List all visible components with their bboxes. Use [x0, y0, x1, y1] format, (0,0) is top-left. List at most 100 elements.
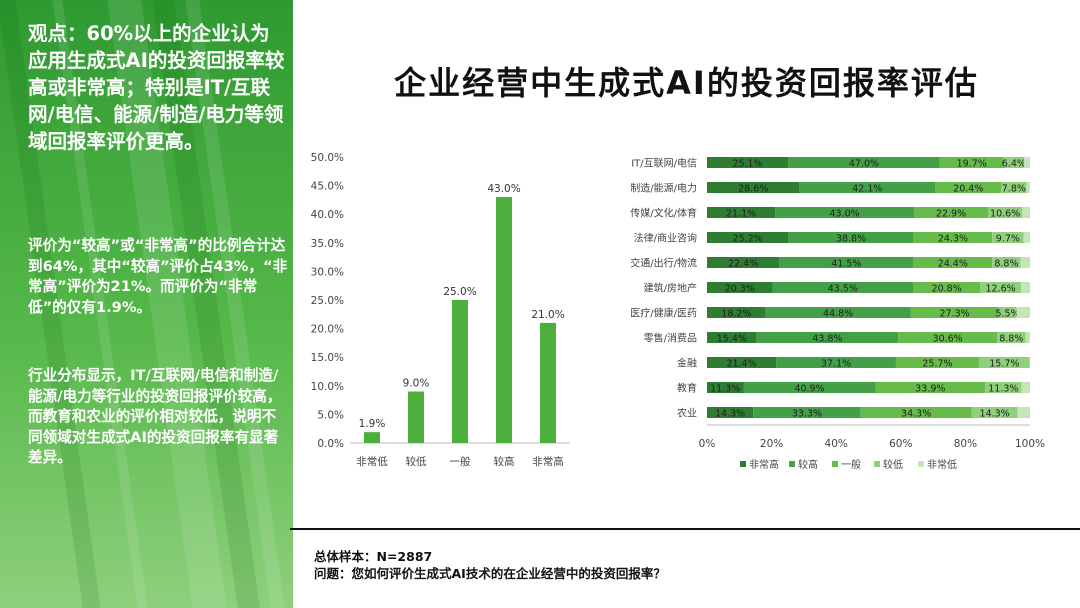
- stacked-segment: [743, 382, 876, 393]
- segment-value-label: 34.3%: [901, 409, 931, 420]
- stacked-segment: [992, 257, 1021, 268]
- stacked-segment: [998, 307, 1017, 318]
- segment-value-label: 9.7%: [996, 234, 1020, 245]
- segment-value-label: 24.4%: [938, 259, 968, 270]
- segment-value-label: 33.3%: [792, 409, 822, 420]
- survey-question-note: 问题：您如何评价生成式AI技术的在企业经营中的投资回报率？: [314, 566, 666, 581]
- segment-value-label: 38.8%: [836, 234, 866, 245]
- stacked-segment: [1022, 207, 1030, 218]
- stacked-segment: [707, 257, 780, 268]
- y-tick-label: 15.0%: [311, 352, 344, 364]
- stacked-segment: [707, 357, 777, 368]
- y-tick-label: 0.0%: [317, 438, 344, 450]
- legend-label: 非常高: [749, 458, 779, 471]
- y-tick-label: 10.0%: [311, 381, 344, 393]
- bar: [496, 197, 512, 443]
- stacked-segment: [1025, 332, 1030, 343]
- bar: [408, 391, 424, 443]
- x-tick-label: 0%: [699, 438, 716, 450]
- stacked-segment: [779, 257, 914, 268]
- segment-value-label: 47.0%: [849, 159, 879, 170]
- stacked-segment: [707, 157, 789, 168]
- y-tick-label: 35.0%: [311, 238, 344, 250]
- segment-value-label: 25.7%: [922, 359, 952, 370]
- y-tick-label: 5.0%: [317, 409, 344, 421]
- stacked-segment: [765, 307, 911, 318]
- segment-value-label: 21.1%: [726, 209, 756, 220]
- x-tick-label: 较低: [406, 455, 427, 468]
- segment-value-label: 11.3%: [988, 384, 1018, 395]
- y-tick-label: 30.0%: [311, 266, 344, 278]
- segment-value-label: 40.9%: [794, 384, 824, 395]
- stacked-segment: [772, 282, 914, 293]
- stacked-segment: [753, 407, 861, 418]
- y-tick-label: 交通/出行/物流: [630, 257, 697, 270]
- legend-swatch: [832, 461, 838, 467]
- y-tick-label: 农业: [677, 407, 697, 420]
- legend-swatch: [740, 461, 746, 467]
- bar-value-label: 9.0%: [403, 378, 430, 390]
- stacked-segment: [707, 332, 757, 343]
- segment-value-label: 33.9%: [915, 384, 945, 395]
- stacked-segment: [914, 207, 989, 218]
- y-tick-label: 金融: [677, 357, 697, 370]
- y-tick-label: 法律/商业咨询: [634, 232, 697, 245]
- y-tick-label: 40.0%: [311, 209, 344, 221]
- stacked-segment: [939, 157, 1004, 168]
- y-tick-label: 零售/消费品: [644, 332, 697, 345]
- stacked-segment: [992, 232, 1024, 243]
- segment-value-label: 43.0%: [830, 209, 860, 220]
- stacked-segment: [913, 232, 993, 243]
- bar: [540, 322, 556, 443]
- segment-value-label: 6.4%: [1002, 159, 1026, 170]
- bar-value-label: 25.0%: [443, 286, 476, 298]
- stacked-segment: [707, 307, 766, 318]
- segment-value-label: 22.9%: [936, 209, 966, 220]
- y-tick-label: 20.0%: [311, 324, 344, 336]
- segment-value-label: 27.3%: [939, 309, 969, 320]
- bar: [452, 300, 468, 443]
- segment-value-label: 20.8%: [932, 284, 962, 295]
- x-tick-label: 100%: [1015, 438, 1045, 450]
- segment-value-label: 24.3%: [938, 234, 968, 245]
- y-tick-label: 传媒/文化/体育: [630, 207, 697, 220]
- y-tick-label: 50.0%: [311, 152, 344, 164]
- segment-value-label: 41.5%: [831, 259, 861, 270]
- x-tick-label: 40%: [825, 438, 848, 450]
- y-tick-label: 建筑/房地产: [644, 282, 697, 295]
- stacked-segment: [1023, 232, 1030, 243]
- y-tick-label: 45.0%: [311, 181, 344, 193]
- segment-value-label: 7.8%: [1002, 184, 1026, 195]
- stacked-segment: [776, 357, 896, 368]
- x-tick-label: 较高: [494, 455, 515, 468]
- segment-value-label: 8.8%: [994, 259, 1018, 270]
- sample-size-note: 总体样本：N=2887: [314, 549, 433, 564]
- stacked-segment: [707, 282, 773, 293]
- stacked-segment: [707, 207, 776, 218]
- stacked-segment: [935, 182, 1002, 193]
- legend-label: 较低: [883, 458, 903, 471]
- industry-stacked-bar-chart: IT/互联网/电信 25.1% 47.0% 19.7% 6.4% 制造/能源/电力 28.6…: [630, 157, 1045, 472]
- segment-value-label: 43.5%: [828, 284, 858, 295]
- segment-value-label: 18.2%: [721, 309, 751, 320]
- stacked-segment: [1016, 307, 1030, 318]
- footer-divider: [290, 528, 1080, 530]
- stacked-segment: [910, 307, 999, 318]
- stacked-segment: [799, 182, 936, 193]
- segment-value-label: 28.6%: [738, 184, 768, 195]
- stacked-segment: [860, 407, 972, 418]
- stacked-segment: [775, 207, 915, 218]
- stacked-segment: [997, 332, 1026, 343]
- segment-value-label: 5.5%: [995, 309, 1019, 320]
- stacked-segment: [985, 382, 1022, 393]
- stacked-segment: [875, 382, 986, 393]
- x-tick-label: 非常高: [532, 455, 564, 468]
- segment-value-label: 20.4%: [953, 184, 983, 195]
- segment-value-label: 43.8%: [812, 334, 842, 345]
- stacked-segment: [788, 157, 940, 168]
- stacked-segment: [1003, 157, 1025, 168]
- stacked-segment: [756, 332, 899, 343]
- stacked-segment: [980, 282, 1021, 293]
- segment-value-label: 14.3%: [980, 409, 1010, 420]
- y-tick-label: 教育: [677, 382, 697, 395]
